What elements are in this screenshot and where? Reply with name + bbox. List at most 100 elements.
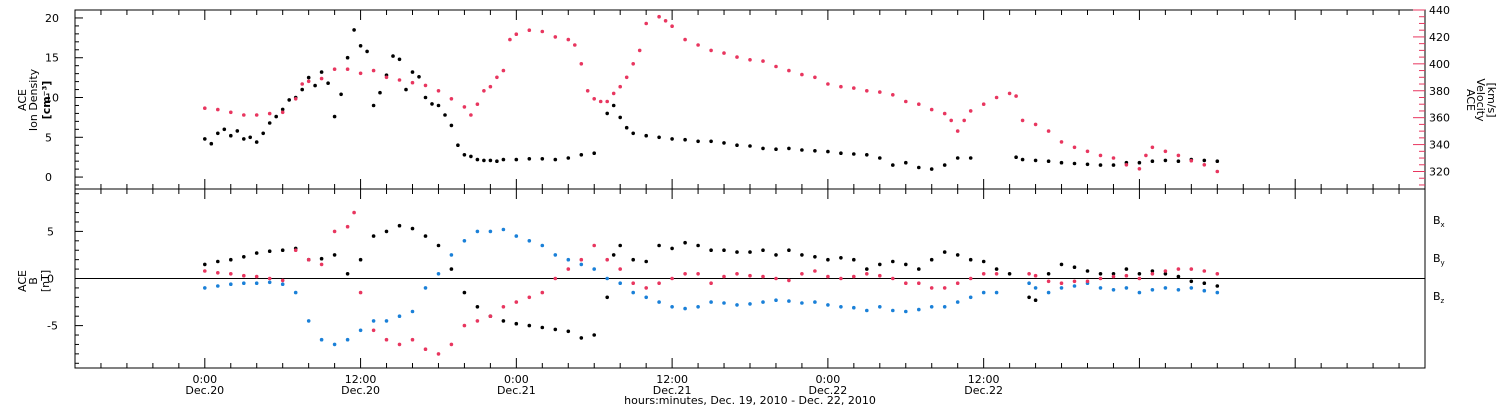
data-point [1098, 153, 1103, 158]
data-point [254, 251, 259, 255]
data-point [774, 298, 778, 303]
data-point [579, 257, 584, 262]
data-point [235, 129, 240, 133]
data-point [1046, 129, 1051, 133]
data-point [371, 319, 376, 323]
data-point [1111, 156, 1116, 160]
data-point [300, 87, 305, 92]
data-point [618, 115, 622, 120]
data-point [216, 131, 220, 136]
data-point [670, 246, 674, 251]
top-right-ylabel-1: ACE [1464, 89, 1477, 111]
data-point [1202, 288, 1207, 293]
data-point [800, 253, 804, 257]
data-point [1202, 158, 1207, 163]
data-point [1176, 267, 1181, 271]
data-point [774, 147, 778, 151]
data-point [942, 305, 947, 309]
data-point [1007, 272, 1012, 276]
data-point [826, 274, 830, 279]
data-point [1046, 290, 1051, 295]
data-point [293, 290, 298, 295]
data-point [254, 140, 259, 144]
data-point [592, 333, 596, 337]
data-point [1085, 279, 1090, 284]
data-point [423, 286, 428, 290]
data-point [267, 280, 272, 285]
data-point [929, 167, 934, 171]
data-point [1085, 162, 1090, 167]
data-point [339, 92, 343, 97]
data-point [865, 89, 869, 93]
data-point [904, 309, 908, 314]
data-point [1111, 163, 1116, 167]
data-point [942, 111, 947, 116]
data-point [527, 239, 532, 243]
data-point [1150, 145, 1155, 150]
data-point [852, 305, 856, 310]
data-point [436, 272, 441, 276]
data-point [865, 153, 869, 157]
data-point [949, 118, 953, 123]
data-point [670, 137, 674, 141]
data-point [1189, 286, 1194, 290]
data-point [1176, 153, 1181, 158]
bottom-tick-label: 5 [47, 225, 54, 238]
data-point [501, 68, 506, 73]
data-point [280, 110, 285, 115]
data-point [955, 156, 960, 160]
data-point [800, 148, 804, 152]
data-point [462, 239, 467, 243]
data-point [748, 273, 752, 278]
data-point [462, 153, 467, 157]
data-point [475, 157, 480, 162]
data-point [397, 223, 402, 228]
data-point [968, 257, 973, 262]
data-point [352, 210, 356, 215]
data-point [722, 274, 726, 279]
top-panel-frame [74, 9, 1426, 190]
data-point [981, 102, 986, 106]
data-point [495, 159, 499, 163]
data-point [488, 314, 493, 319]
data-point [865, 267, 869, 271]
bottom-tick-label: 0 [47, 273, 54, 286]
data-point [1046, 159, 1051, 163]
data-point [553, 253, 558, 257]
data-point [774, 64, 778, 69]
data-point [1027, 272, 1031, 276]
data-point [306, 79, 311, 84]
data-point [391, 54, 395, 58]
data-point [203, 262, 207, 267]
data-point [436, 103, 441, 108]
data-point [358, 257, 363, 262]
data-point [1033, 158, 1038, 163]
top-right-ylabel-2: Velocity [1474, 78, 1487, 122]
data-point [761, 146, 765, 151]
data-point [611, 91, 616, 96]
data-point [1124, 163, 1129, 167]
data-point [994, 95, 999, 100]
data-point [657, 281, 661, 286]
data-point [1046, 279, 1051, 284]
data-point [462, 105, 467, 109]
data-point [657, 243, 661, 248]
data-point [878, 156, 882, 160]
data-point [1085, 149, 1090, 154]
data-point [1202, 269, 1207, 273]
data-point [514, 157, 519, 162]
data-point [774, 276, 778, 281]
x-tick-date-label: Dec.22 [964, 384, 1003, 397]
data-point [267, 111, 272, 116]
x-tick-time-label: 12:00 [656, 373, 688, 386]
data-point [514, 234, 519, 238]
data-point [683, 240, 687, 245]
data-point [527, 323, 532, 328]
data-point [585, 89, 590, 93]
data-point [955, 253, 960, 257]
top-right-tick-label: 380 [1429, 85, 1450, 98]
data-point [579, 262, 584, 267]
x-tick-date-label: Dec.21 [497, 384, 536, 397]
top-right-tick-label: 360 [1429, 112, 1450, 125]
data-point [1150, 288, 1155, 292]
